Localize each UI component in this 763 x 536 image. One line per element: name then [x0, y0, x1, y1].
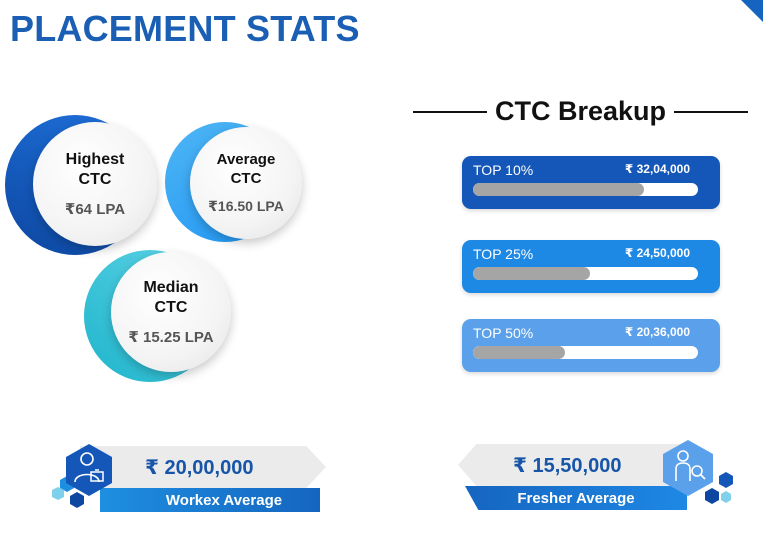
- median-ctc-label-line2: CTC: [154, 299, 188, 316]
- fresher-hexagon-decor: [663, 440, 733, 504]
- fresher-label-banner: Fresher Average: [465, 486, 687, 510]
- highest-ctc-value: ₹64 LPA: [64, 201, 126, 218]
- workex-label: Workex Average: [165, 491, 283, 509]
- median-ctc-value: ₹ 15.25 LPA: [128, 329, 214, 346]
- tier-label: TOP 50%: [473, 325, 534, 341]
- workex-hexagon-decor: [52, 444, 112, 508]
- small-hexagon: [52, 487, 64, 500]
- tier-progress-track: [473, 183, 698, 196]
- tier-progress-fill: [473, 267, 590, 280]
- median-ctc-label: Median CTC: [143, 278, 198, 318]
- highest-ctc-label: Highest CTC: [66, 150, 125, 190]
- tier-progress-fill: [473, 183, 644, 196]
- main-hexagon: [66, 444, 112, 496]
- ctc-breakup-title: CTC Breakup: [494, 96, 667, 126]
- average-ctc-label: Average CTC: [217, 151, 276, 189]
- page-title: PLACEMENT STATS: [10, 8, 360, 49]
- small-hexagon: [721, 491, 731, 503]
- median-ctc-circle: Median CTC ₹ 15.25 LPA: [111, 252, 231, 372]
- ctc-breakup-heading: CTC Breakup: [413, 96, 748, 127]
- highest-ctc-circle: Highest CTC ₹64 LPA: [33, 122, 157, 246]
- professional-person-icon: [74, 452, 104, 483]
- fresher-amount: ₹ 15,50,000: [513, 454, 622, 477]
- tier-amount: ₹ 24,50,000: [624, 246, 690, 260]
- tier-amount: ₹ 32,04,000: [624, 162, 690, 176]
- fresher-amount-banner: ₹ 15,50,000: [458, 444, 688, 486]
- average-ctc-value: ₹16.50 LPA: [208, 198, 284, 215]
- average-ctc-label-line2: CTC: [230, 169, 262, 187]
- tier-progress-track: [473, 346, 698, 359]
- small-hexagon: [70, 492, 84, 508]
- highest-ctc-label-line1: Highest: [65, 151, 125, 168]
- workex-amount-banner: ₹ 20,00,000: [80, 446, 326, 488]
- median-ctc-label-line1: Median: [143, 279, 199, 296]
- tier-card-top-50: TOP 50% ₹ 20,36,000: [462, 319, 720, 372]
- average-ctc-label-line1: Average: [216, 150, 276, 168]
- main-hexagon: [663, 440, 713, 496]
- tier-card-top-25: TOP 25% ₹ 24,50,000: [462, 240, 720, 293]
- tier-card-top-10: TOP 10% ₹ 32,04,000: [462, 156, 720, 209]
- tier-amount: ₹ 20,36,000: [624, 325, 690, 339]
- workex-amount: ₹ 20,00,000: [145, 456, 254, 479]
- highest-ctc-label-line2: CTC: [78, 171, 112, 188]
- small-hexagon: [705, 488, 719, 504]
- person-search-icon: [675, 450, 706, 481]
- heading-line-left: [413, 110, 487, 113]
- corner-decoration: [741, 0, 763, 22]
- workex-label-banner: Workex Average: [100, 488, 320, 512]
- average-ctc-circle: Average CTC ₹16.50 LPA: [190, 127, 302, 239]
- tier-label: TOP 25%: [473, 246, 534, 262]
- fresher-label: Fresher Average: [517, 489, 635, 507]
- small-hexagon: [719, 472, 733, 488]
- tier-progress-track: [473, 267, 698, 280]
- heading-line-right: [674, 110, 748, 113]
- tier-label: TOP 10%: [473, 162, 534, 178]
- tier-progress-fill: [473, 346, 566, 359]
